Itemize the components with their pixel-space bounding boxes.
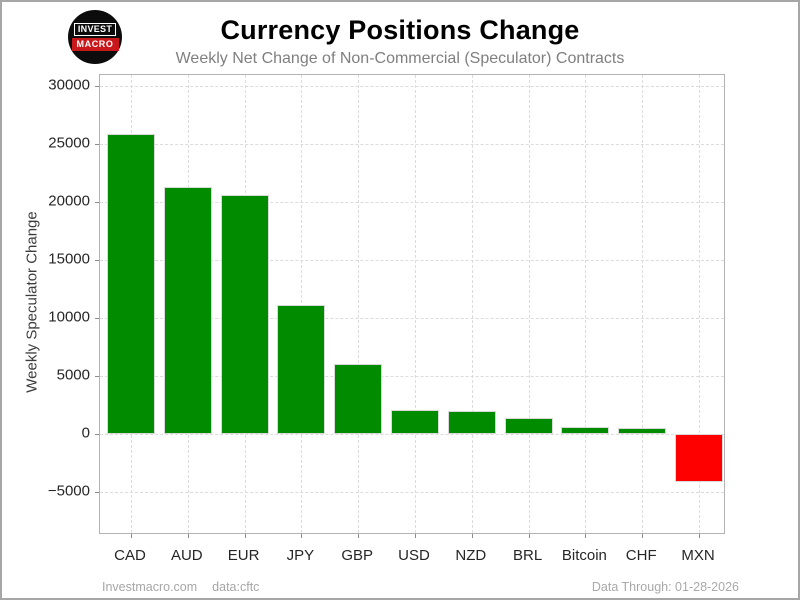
bar-eur: [220, 195, 269, 434]
gridline-horizontal: [100, 433, 724, 435]
x-tick-mark: [585, 534, 587, 538]
y-tick-mark: [95, 86, 99, 88]
chart-title: Currency Positions Change: [220, 15, 580, 45]
y-tick-label: 10000: [48, 308, 90, 326]
gridline-vertical: [471, 75, 473, 533]
x-tick-mark: [471, 534, 473, 538]
bar-gbp: [334, 364, 383, 434]
bar-usd: [391, 409, 439, 434]
x-tick-label: JPY: [286, 547, 315, 564]
gridline-vertical: [301, 75, 303, 533]
gridline-vertical: [528, 75, 530, 533]
y-tick-label: 25000: [48, 134, 90, 152]
gridline-horizontal: [100, 202, 724, 203]
logo-macro-text: MACRO: [71, 38, 119, 51]
x-tick-label: EUR: [227, 547, 260, 564]
bar-bitcoin: [561, 427, 610, 434]
x-tick-mark: [642, 534, 644, 538]
bar-jpy: [277, 305, 326, 434]
x-tick-mark: [415, 534, 416, 538]
gridline-vertical: [358, 75, 360, 533]
x-tick-label: GBP: [341, 547, 374, 564]
x-tick-label: Bitcoin: [561, 547, 607, 564]
bar-chf: [618, 428, 667, 434]
gridline-horizontal: [100, 317, 724, 319]
x-tick-label: CHF: [625, 547, 657, 564]
y-tick-mark: [95, 317, 99, 319]
gridline-horizontal: [100, 375, 724, 377]
logo-invest-text: INVEST: [73, 23, 117, 36]
gridline-vertical: [642, 75, 644, 533]
y-tick-mark: [95, 491, 99, 493]
x-tick-label: NZD: [455, 547, 487, 564]
gridline-vertical: [699, 75, 700, 533]
gridline-horizontal: [100, 144, 724, 145]
y-tick-mark: [95, 375, 99, 377]
footer-data-through: Data Through: 01-28-2026: [591, 580, 739, 594]
y-tick-label: 0: [81, 424, 90, 442]
y-tick-label: −5000: [47, 482, 90, 500]
x-tick-mark: [244, 534, 246, 538]
bar-mxn: [675, 433, 723, 482]
footer-data-source: data:cftc: [212, 580, 260, 594]
x-tick-mark: [131, 534, 132, 538]
footer-attribution: Investmacro.com data:cftc: [102, 580, 259, 594]
gridline-horizontal: [100, 491, 724, 493]
x-tick-mark: [301, 534, 303, 538]
x-tick-label: AUD: [170, 547, 203, 564]
gridline-horizontal: [100, 259, 724, 261]
y-tick-mark: [95, 433, 99, 435]
gridline-vertical: [585, 75, 587, 533]
y-tick-mark: [95, 202, 99, 203]
bar-cad: [107, 133, 155, 434]
chart-subtitle: Weekly Net Change of Non-Commercial (Spe…: [175, 50, 625, 67]
investmacro-logo: INVEST MACRO: [68, 10, 122, 64]
y-tick-label: 5000: [56, 366, 90, 384]
x-tick-label: CAD: [114, 547, 146, 564]
y-tick-mark: [95, 259, 99, 261]
gridline-horizontal: [100, 86, 724, 88]
bar-nzd: [447, 410, 496, 434]
x-tick-mark: [528, 534, 530, 538]
bar-brl: [504, 417, 553, 434]
x-tick-label: MXN: [681, 547, 715, 564]
x-tick-label: USD: [398, 547, 430, 564]
plot-area: [95, 74, 725, 538]
bar-aud: [163, 186, 212, 434]
y-tick-label: 30000: [48, 76, 90, 94]
x-tick-mark: [358, 534, 360, 538]
x-tick-mark: [187, 534, 189, 538]
footer-site: Investmacro.com: [102, 580, 198, 594]
x-tick-mark: [699, 534, 700, 538]
gridline-vertical: [415, 75, 416, 533]
y-tick-label: 20000: [48, 192, 90, 210]
y-tick-mark: [95, 144, 99, 145]
y-tick-label: 15000: [48, 250, 90, 268]
x-tick-label: BRL: [513, 547, 543, 564]
